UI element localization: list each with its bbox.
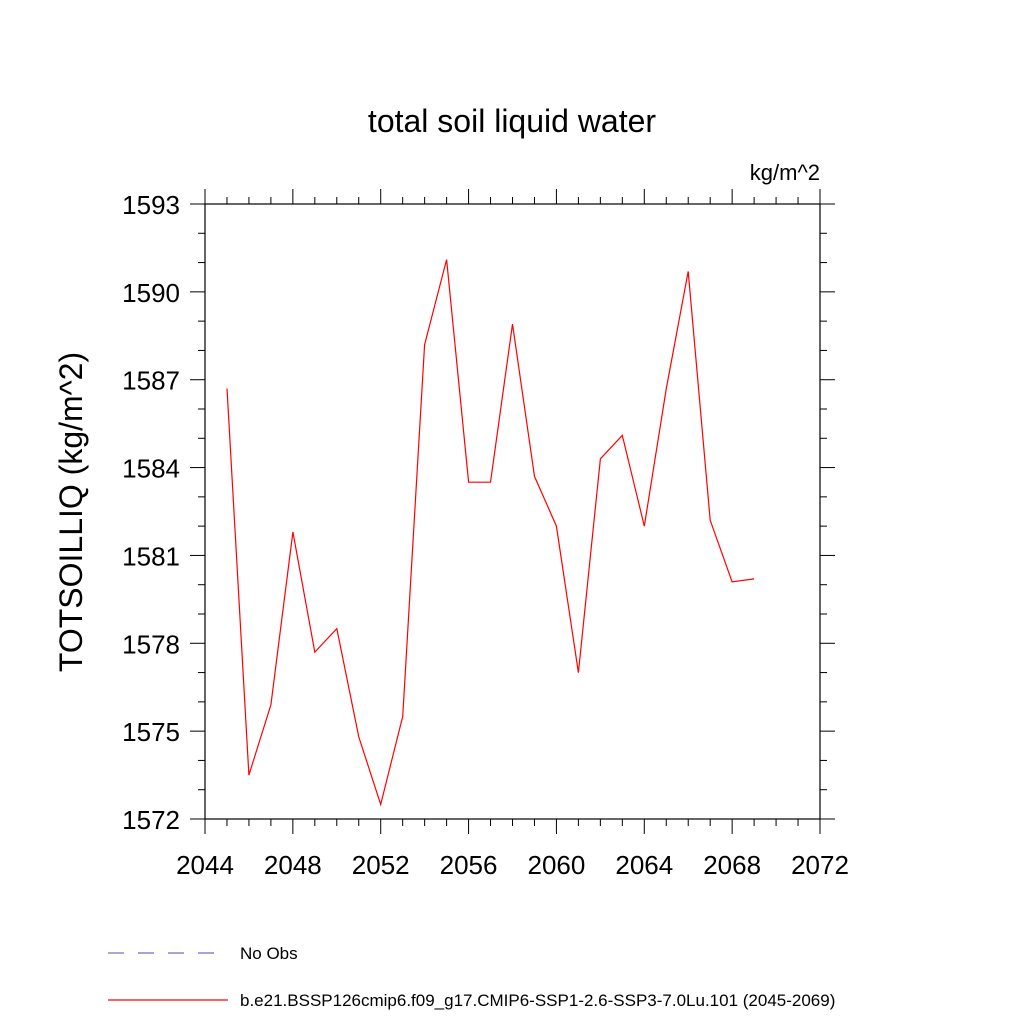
x-tick-label: 2060 bbox=[528, 850, 586, 880]
x-tick-label: 2072 bbox=[791, 850, 849, 880]
legend: No Obs b.e21.BSSP126cmip6.f09_g17.CMIP6-S… bbox=[108, 944, 835, 1010]
x-tick-label: 2044 bbox=[176, 850, 234, 880]
x-tick-label: 2052 bbox=[352, 850, 410, 880]
x-tick-label: 2048 bbox=[264, 850, 322, 880]
plot-frame bbox=[204, 203, 821, 820]
chart-title: total soil liquid water bbox=[368, 103, 656, 139]
axis-ticks bbox=[190, 189, 835, 834]
units-label: kg/m^2 bbox=[750, 160, 820, 185]
y-tick-label: 1590 bbox=[122, 278, 180, 308]
series-layer bbox=[226, 259, 755, 807]
axis-tick-labels: 2044 2048 2052 2056 2060 2064 2068 2072 1572 1575… bbox=[122, 190, 849, 880]
y-tick-label: 1587 bbox=[122, 366, 180, 396]
x-tick-label: 2064 bbox=[615, 850, 673, 880]
x-tick-label: 2056 bbox=[440, 850, 498, 880]
series-line bbox=[226, 259, 755, 807]
y-tick-label: 1581 bbox=[122, 541, 180, 571]
y-tick-label: 1572 bbox=[122, 805, 180, 835]
legend-label: b.e21.BSSP126cmip6.f09_g17.CMIP6-SSP1-2.… bbox=[240, 991, 835, 1010]
y-axis-title: TOTSOILLIQ (kg/m^2) bbox=[53, 352, 89, 672]
x-tick-label: 2068 bbox=[703, 850, 761, 880]
y-tick-label: 1593 bbox=[122, 190, 180, 220]
y-tick-label: 1578 bbox=[122, 629, 180, 659]
legend-label: No Obs bbox=[240, 944, 298, 963]
y-tick-label: 1575 bbox=[122, 717, 180, 747]
y-tick-label: 1584 bbox=[122, 454, 180, 484]
